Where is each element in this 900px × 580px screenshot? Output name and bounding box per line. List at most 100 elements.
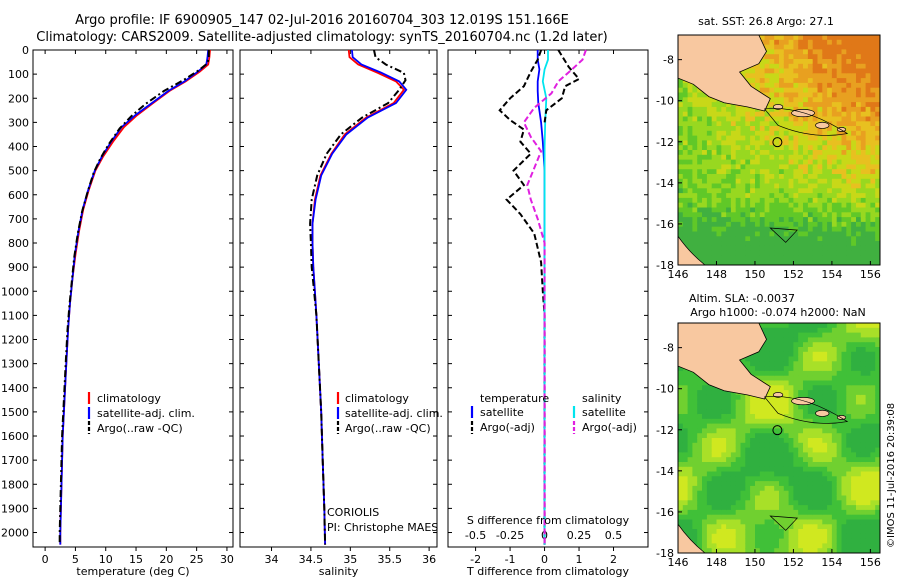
map-cell: [865, 188, 871, 194]
map-cell: [755, 529, 761, 535]
map-cell: [827, 217, 833, 223]
map-cell: [692, 399, 698, 406]
map-cell: [841, 245, 847, 252]
map-cell: [865, 145, 871, 151]
map-cell: [803, 404, 809, 410]
map-cell: [846, 126, 852, 132]
map-cell: [803, 533, 809, 540]
map-cell: [807, 485, 814, 492]
map-cell: [817, 366, 823, 372]
map-cell: [817, 337, 823, 343]
map-cell: [706, 505, 713, 511]
map-cell: [711, 245, 718, 252]
map-cell: [817, 226, 823, 233]
map-cell: [793, 130, 799, 137]
map-cell: [803, 356, 809, 362]
map-cell: [788, 500, 794, 506]
map-cell: [870, 347, 876, 353]
map-cell: [774, 159, 780, 165]
map-cell: [788, 217, 794, 223]
map-cell: [678, 481, 684, 487]
secondary-x-tick-label: -0.25: [496, 529, 524, 542]
map-cell: [759, 366, 766, 372]
map-cell: [793, 447, 799, 453]
map-cell: [851, 212, 857, 218]
map-cell: [822, 68, 828, 74]
map-cell: [779, 380, 785, 386]
map-cell: [807, 447, 814, 453]
map-cell: [856, 380, 862, 386]
map-cell: [779, 49, 785, 55]
legend-label-sal-argo: Argo(-adj): [582, 421, 637, 434]
map-cell: [783, 169, 790, 175]
map-cell: [764, 207, 770, 213]
map-cell: [740, 519, 746, 525]
map-cell: [769, 529, 775, 535]
map-cell: [870, 212, 876, 218]
map-cell: [875, 169, 880, 175]
map-cell: [745, 548, 751, 553]
map-cell: [697, 414, 703, 420]
map-cell: [836, 490, 843, 497]
map-cell: [822, 428, 828, 434]
map-cell: [851, 245, 857, 252]
map-cell: [711, 111, 718, 118]
map-cell: [779, 231, 785, 237]
map-cell: [788, 145, 794, 151]
map-cell: [678, 164, 684, 170]
map-cell: [807, 73, 814, 79]
map-cell: [721, 466, 727, 473]
map-cell: [779, 466, 785, 473]
map-cell: [860, 505, 867, 511]
map-cell: [803, 351, 809, 358]
map-cell: [711, 447, 718, 453]
map-cell: [783, 490, 790, 497]
map-cell: [745, 394, 751, 401]
map-cell: [745, 442, 751, 449]
map-cell: [678, 102, 684, 108]
map-cell: [735, 111, 742, 118]
map-cell: [803, 327, 809, 334]
map-cell: [740, 193, 746, 199]
map-cell: [860, 462, 867, 468]
map-cell: [692, 250, 698, 256]
map-cell: [841, 471, 847, 477]
map-cell: [745, 471, 751, 477]
map-cell: [769, 150, 775, 156]
map-cell: [860, 63, 867, 70]
legend-label-temp-satellite: satellite: [480, 406, 524, 419]
map-frame: [677, 322, 881, 554]
map-cell: [841, 337, 847, 343]
map-cell: [841, 519, 847, 525]
map-cell: [755, 519, 761, 525]
map-cell: [817, 87, 823, 94]
map-cell: [687, 102, 693, 108]
map-cell: [831, 231, 838, 237]
map-cell: [836, 433, 843, 439]
map-cell: [697, 164, 703, 170]
map-cell: [682, 481, 689, 487]
map-cell: [779, 68, 785, 74]
map-cell: [779, 207, 785, 213]
map-cell: [750, 226, 756, 233]
map-cell: [682, 418, 689, 425]
map-cell: [735, 495, 742, 501]
map-cell: [687, 409, 693, 415]
map-cell: [807, 116, 814, 122]
map-cell: [706, 241, 713, 247]
map-cell: [769, 524, 775, 530]
map-cell: [803, 323, 809, 329]
map-cell: [822, 169, 828, 175]
map-cell: [865, 126, 871, 132]
map-cell: [745, 538, 751, 544]
map-cell: [851, 514, 857, 521]
map-cell: [783, 342, 790, 348]
map-cell: [860, 428, 867, 434]
map-cell: [817, 212, 823, 218]
map-cell: [822, 399, 828, 406]
map-cell: [860, 538, 867, 544]
map-cell: [783, 399, 790, 406]
map-cell: [856, 39, 862, 46]
map-cell: [740, 500, 746, 506]
map-cell: [769, 500, 775, 506]
